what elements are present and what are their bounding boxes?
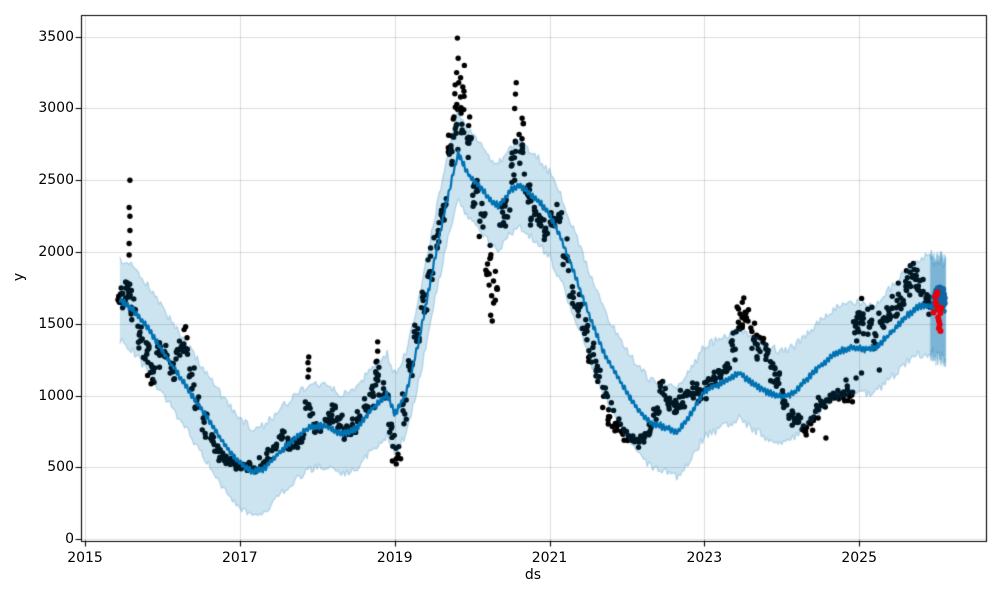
- y-tick-label: 2000: [38, 244, 74, 261]
- x-tick-label: 2023: [686, 550, 723, 566]
- y-tick-label: 1000: [38, 387, 74, 404]
- y-axis-label: y: [11, 272, 27, 282]
- y-tick-label: 2500: [38, 172, 74, 189]
- x-tick-label: 2019: [376, 550, 413, 566]
- y-tick-label: 3500: [38, 28, 74, 45]
- x-tick-label: 2025: [841, 550, 877, 566]
- y-tick-label: 0: [65, 531, 74, 548]
- y-tick-label: 3000: [38, 100, 74, 117]
- x-tick-label: 2021: [531, 550, 568, 566]
- x-tick-label: 2017: [222, 550, 258, 566]
- x-axis-label: ds: [524, 567, 542, 583]
- x-tick-label: 2015: [67, 550, 103, 566]
- y-tick-label: 1500: [38, 315, 74, 332]
- y-tick-label: 500: [47, 459, 74, 476]
